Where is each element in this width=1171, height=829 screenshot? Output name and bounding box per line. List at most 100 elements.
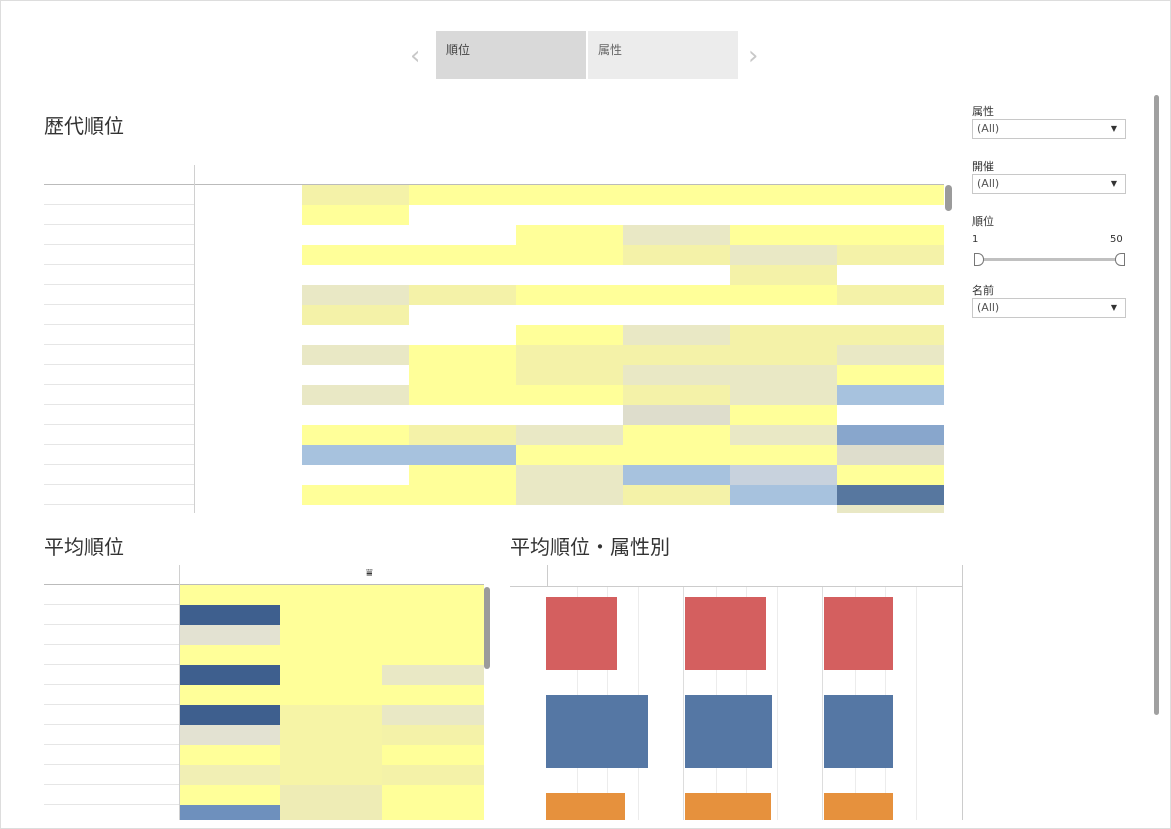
history-rank-cell — [730, 465, 837, 485]
avg-scrollbar[interactable] — [484, 587, 490, 669]
history-rank-cell — [837, 425, 944, 445]
attr-bar — [685, 793, 771, 820]
history-rank-cell — [302, 485, 409, 505]
attr-bar — [546, 793, 625, 820]
avg-row-line — [44, 664, 179, 665]
history-rank-cell — [623, 245, 730, 265]
history-rank-cell — [837, 285, 944, 305]
chevron-right-icon[interactable]: › — [748, 41, 759, 71]
avg-avg-cell — [280, 785, 382, 805]
history-header-line — [44, 184, 944, 185]
avg-avg-cell — [280, 745, 382, 765]
history-rank-cell — [409, 385, 516, 405]
history-rank-cell — [837, 385, 944, 405]
rank-slider-min-handle[interactable] — [974, 253, 984, 266]
history-rank-cell — [837, 225, 944, 245]
history-scrollbar[interactable] — [945, 185, 952, 211]
history-rank-cell — [516, 365, 623, 385]
history-rank-cell — [730, 345, 837, 365]
filter-attr-select[interactable]: (All) ▼ — [972, 119, 1126, 139]
attr-header-line — [510, 586, 962, 587]
sort-descending-icon[interactable]: ⩸ — [366, 566, 373, 579]
avg-best-cell — [382, 765, 484, 785]
history-rank-cell — [837, 485, 944, 505]
history-rank-cell — [623, 345, 730, 365]
attr-right-border — [962, 565, 963, 820]
avg-row-line — [44, 624, 179, 625]
avg-avg-cell — [280, 665, 382, 685]
history-row-line — [44, 324, 194, 325]
history-row-line — [44, 264, 194, 265]
avg-best-cell — [382, 705, 484, 725]
history-rank-cell — [837, 365, 944, 385]
attr-bar — [546, 695, 648, 768]
history-rank-cell — [302, 245, 409, 265]
avg-count-cell — [180, 805, 280, 820]
history-rank-cell — [409, 285, 516, 305]
avg-avg-cell — [280, 645, 382, 665]
history-rank-cell — [302, 425, 409, 445]
history-rank-cell — [730, 365, 837, 385]
tab-attribute[interactable]: 属性 — [588, 31, 738, 79]
history-rank-cell — [837, 345, 944, 365]
history-row-line — [44, 304, 194, 305]
rank-slider-max-handle[interactable] — [1115, 253, 1125, 266]
filter-rank-max: 50 — [1110, 234, 1123, 245]
avg-row-line — [44, 684, 179, 685]
avg-count-cell — [180, 705, 280, 725]
history-rank-cell — [730, 245, 837, 265]
history-row-line — [44, 444, 194, 445]
history-rank-cell — [302, 305, 409, 325]
avg-avg-cell — [280, 685, 382, 705]
avg-row-line — [44, 804, 179, 805]
history-rank-cell — [623, 325, 730, 345]
rank-slider-track[interactable] — [978, 258, 1122, 261]
history-rank-cell — [623, 365, 730, 385]
filter-attr-label: 属性 — [972, 105, 994, 118]
history-rank-cell — [623, 405, 730, 425]
history-row-line — [44, 204, 194, 205]
history-rank-cell — [837, 445, 944, 465]
history-rank-cell — [409, 445, 516, 465]
history-rank-cell — [409, 245, 516, 265]
history-rank-cell — [516, 225, 623, 245]
filter-event-select[interactable]: (All) ▼ — [972, 174, 1126, 194]
avg-row-line — [44, 764, 179, 765]
history-rank-cell — [516, 425, 623, 445]
attr-bar — [546, 597, 617, 670]
avg-count-cell — [180, 785, 280, 805]
avg-avg-cell — [280, 625, 382, 645]
filter-name-select[interactable]: (All) ▼ — [972, 298, 1126, 318]
chevron-left-icon[interactable]: ‹ — [410, 41, 421, 71]
filter-event-value: (All) — [977, 177, 1000, 190]
page-scrollbar[interactable] — [1154, 95, 1159, 715]
history-rank-cell — [837, 325, 944, 345]
history-rank-cell — [516, 485, 623, 505]
history-rank-cell — [730, 425, 837, 445]
tab-rank[interactable]: 順位 — [436, 31, 586, 79]
history-rank-cell — [837, 245, 944, 265]
history-rank-cell — [409, 185, 516, 205]
history-rank-cell — [302, 385, 409, 405]
history-rank-cell — [837, 465, 944, 485]
history-rank-cell — [623, 185, 730, 205]
avg-best-cell — [382, 685, 484, 705]
history-rank-cell — [516, 345, 623, 365]
history-row-line — [44, 244, 194, 245]
history-rank-cell — [623, 225, 730, 245]
history-rank-cell — [409, 465, 516, 485]
history-row-line — [44, 464, 194, 465]
history-rank-cell — [623, 425, 730, 445]
filter-event-label: 開催 — [972, 160, 994, 173]
history-rank-cell — [730, 405, 837, 425]
avg-body — [0, 0, 500, 820]
avg-count-cell — [180, 765, 280, 785]
avg-best-cell — [382, 625, 484, 645]
history-row-line — [44, 284, 194, 285]
avg-best-cell — [382, 725, 484, 745]
avg-best-cell — [382, 785, 484, 805]
attr-chart-body — [546, 597, 893, 820]
history-row-line — [44, 344, 194, 345]
filter-rank-label: 順位 — [972, 215, 994, 228]
history-rank-cell — [516, 245, 623, 265]
